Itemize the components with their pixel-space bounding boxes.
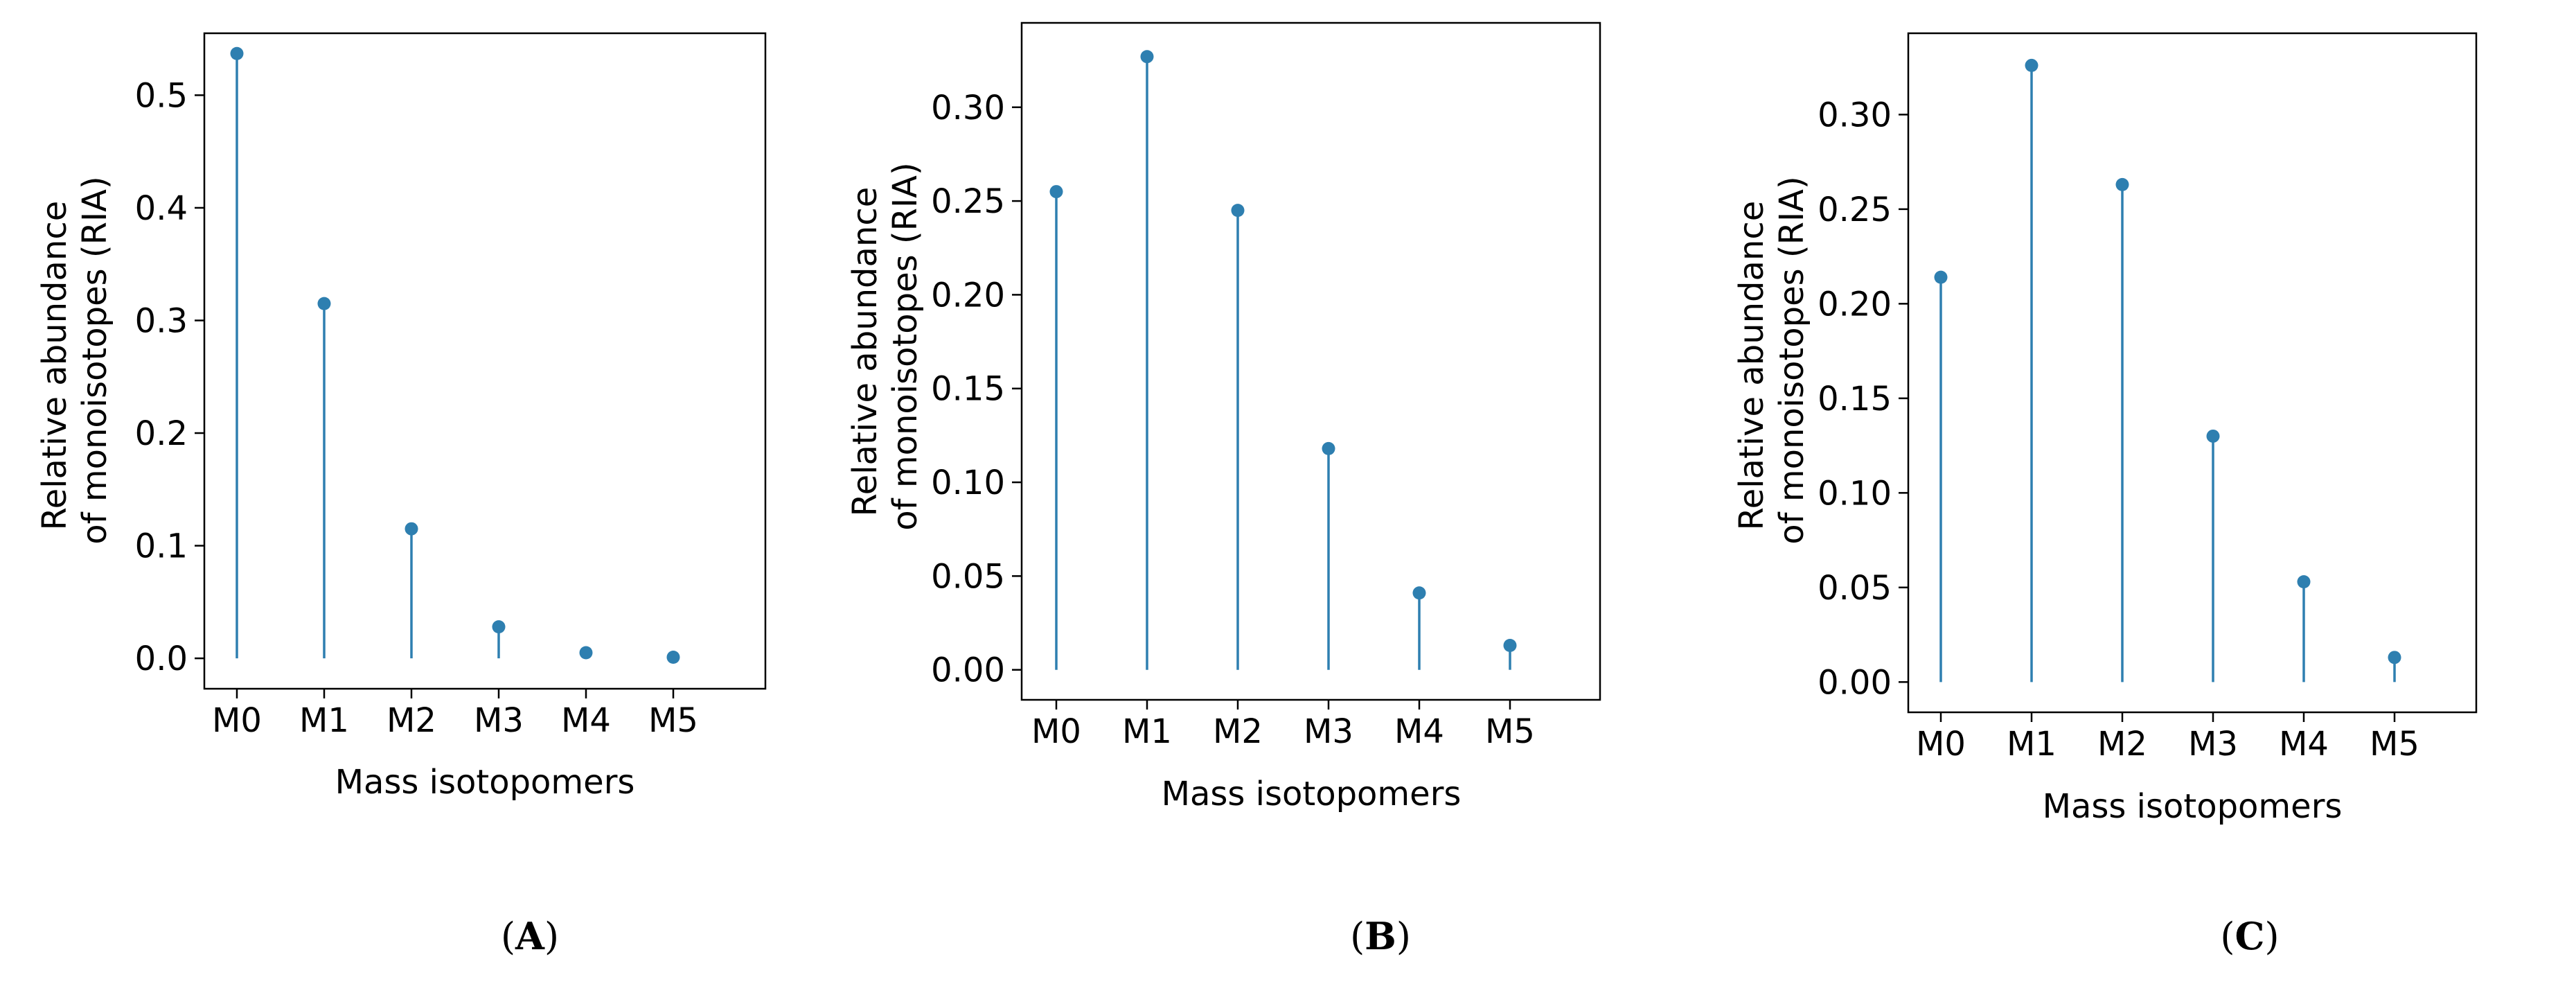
x-tick-label-b: M0 (1031, 712, 1081, 751)
y-tick-label-b: 0.15 (931, 370, 1005, 409)
x-ticks-c: M0 M1 M2 M3 M4 M5 (1916, 712, 2419, 764)
x-tick-label-b: M3 (1304, 712, 1353, 751)
y-ticks-b: 0.00 0.05 0.10 0.15 0.20 0.25 0.30 (931, 89, 1022, 690)
x-tick-label-a: M0 (212, 701, 262, 740)
y-axis-title-b: Relative abundance of monoisotopes (RIA) (846, 162, 925, 530)
stem-marker-a-m3 (492, 620, 506, 634)
stem-marker-a-m4 (579, 646, 593, 660)
y-tick-label-a: 0.4 (135, 189, 188, 228)
stem-marker-c-m2 (2115, 177, 2129, 191)
y-ticks-a: 0.0 0.1 0.2 0.3 0.4 0.5 (135, 76, 204, 678)
x-tick-label-a: M2 (387, 701, 436, 740)
plot-frame-a (203, 32, 767, 690)
panel-b: 0.000.050.100.150.200.250.30 M0 M1 M2 M3 M4 M… (846, 21, 1601, 958)
x-ticks-b: M0 M1 M2 M3 M4 M5 (1031, 700, 1535, 751)
y-tick-label-c: 0.00 (1818, 663, 1892, 702)
x-tick-label-b: M1 (1122, 712, 1172, 751)
stems-c (1934, 58, 2401, 683)
stem-marker-b-m5 (1503, 639, 1517, 653)
x-tick-label-b: M2 (1213, 712, 1263, 751)
stem-marker-c-m5 (2388, 651, 2401, 664)
x-tick-label-c: M1 (2007, 725, 2057, 764)
y-tick-label-a: 0.1 (135, 527, 188, 566)
y-tick-label-b: 0.30 (931, 89, 1005, 127)
stem-marker-a-m0 (230, 46, 244, 60)
x-tick-label-a: M4 (561, 701, 611, 740)
stem-marker-a-m5 (666, 650, 680, 664)
y-tick-label-c: 0.05 (1818, 569, 1892, 608)
y-axis-title-a: Relative abundance of monoisotopes (RIA) (35, 176, 114, 544)
x-tick-label-b: M5 (1485, 712, 1535, 751)
x-tick-label-c: M3 (2188, 725, 2238, 764)
y-tick-label-b: 0.25 (931, 182, 1005, 221)
stem-marker-b-m4 (1412, 586, 1426, 600)
x-tick-label-b: M4 (1394, 712, 1444, 751)
y-tick-label-c: 0.30 (1818, 96, 1892, 134)
x-ticks-a: M0 M1 M2 M3 M4 M5 (212, 689, 698, 740)
y-axis-title-line1-b: Relative abundance (846, 187, 885, 517)
stem-marker-c-m4 (2297, 575, 2311, 589)
y-tick-label-c: 0.20 (1818, 285, 1892, 324)
stem-marker-c-m1 (2025, 58, 2038, 72)
stem-marker-c-m0 (1934, 270, 1948, 284)
y-axis-title-line1-a: Relative abundance (35, 201, 74, 531)
y-tick-label-c: 0.10 (1818, 474, 1892, 513)
x-axis-title-b: Mass isotopomers (1162, 775, 1462, 813)
panel-letter-a: A (515, 914, 545, 958)
x-tick-label-a: M1 (299, 701, 349, 740)
stems-a (230, 46, 680, 664)
y-tick-label-b: 0.00 (931, 651, 1005, 690)
y-tick-label-b: 0.05 (931, 557, 1005, 596)
stem-marker-b-m1 (1140, 50, 1154, 64)
stem-marker-b-m3 (1322, 441, 1335, 455)
x-axis-title-a: Mass isotopomers (335, 763, 635, 802)
panel-label-a: (A) (501, 914, 559, 958)
stem-marker-b-m2 (1231, 204, 1245, 218)
y-tick-label-b: 0.10 (931, 464, 1005, 502)
plot-frame-b (1020, 21, 1601, 701)
x-tick-label-c: M0 (1916, 725, 1966, 764)
x-tick-label-c: M4 (2279, 725, 2329, 764)
y-tick-label-a: 0.2 (135, 414, 188, 453)
y-axis-title-line2-c: of monoisotopes (RIA) (1773, 176, 1811, 544)
y-ticks-c: 0.00 0.05 0.10 0.15 0.20 0.25 0.30 (1818, 96, 1908, 702)
x-tick-label-c: M5 (2370, 725, 2419, 764)
stem-marker-a-m1 (317, 297, 331, 310)
stem-marker-c-m3 (2206, 429, 2220, 443)
panel-c: 0.000.050.100.150.200.250.30 M0 M1 M2 M3 M4 M… (1732, 32, 2478, 958)
panel-letter-c: C (2235, 914, 2265, 958)
panel-label-b: (B) (1350, 914, 1411, 958)
panel-label-c: (C) (2220, 914, 2279, 958)
x-axis-title-c: Mass isotopomers (2043, 787, 2343, 826)
x-tick-label-a: M5 (648, 701, 698, 740)
y-axis-title-line2-a: of monoisotopes (RIA) (75, 176, 114, 544)
stem-marker-b-m0 (1049, 185, 1063, 199)
plot-frame-c (1907, 32, 2478, 714)
y-tick-label-a: 0.0 (135, 640, 188, 678)
y-tick-label-c: 0.15 (1818, 380, 1892, 419)
stem-marker-a-m2 (405, 522, 418, 536)
x-tick-label-a: M3 (474, 701, 524, 740)
panel-a: 0.0 0.1 0.2 0.3 0.4 0.5 M0 M1 M2 M3 M4 M5 Mass iso… (35, 32, 767, 958)
y-tick-label-a: 0.5 (135, 76, 188, 115)
y-tick-label-a: 0.3 (135, 301, 188, 340)
y-axis-title-line1-c: Relative abundance (1732, 201, 1771, 531)
stems-b (1049, 50, 1517, 670)
y-axis-title-c: Relative abundance of monoisotopes (RIA) (1732, 176, 1811, 544)
panel-letter-b: B (1365, 914, 1396, 958)
y-tick-label-b: 0.20 (931, 276, 1005, 315)
x-tick-label-c: M2 (2097, 725, 2147, 764)
y-tick-label-c: 0.25 (1818, 191, 1892, 229)
y-axis-title-line2-b: of monoisotopes (RIA) (886, 162, 925, 530)
